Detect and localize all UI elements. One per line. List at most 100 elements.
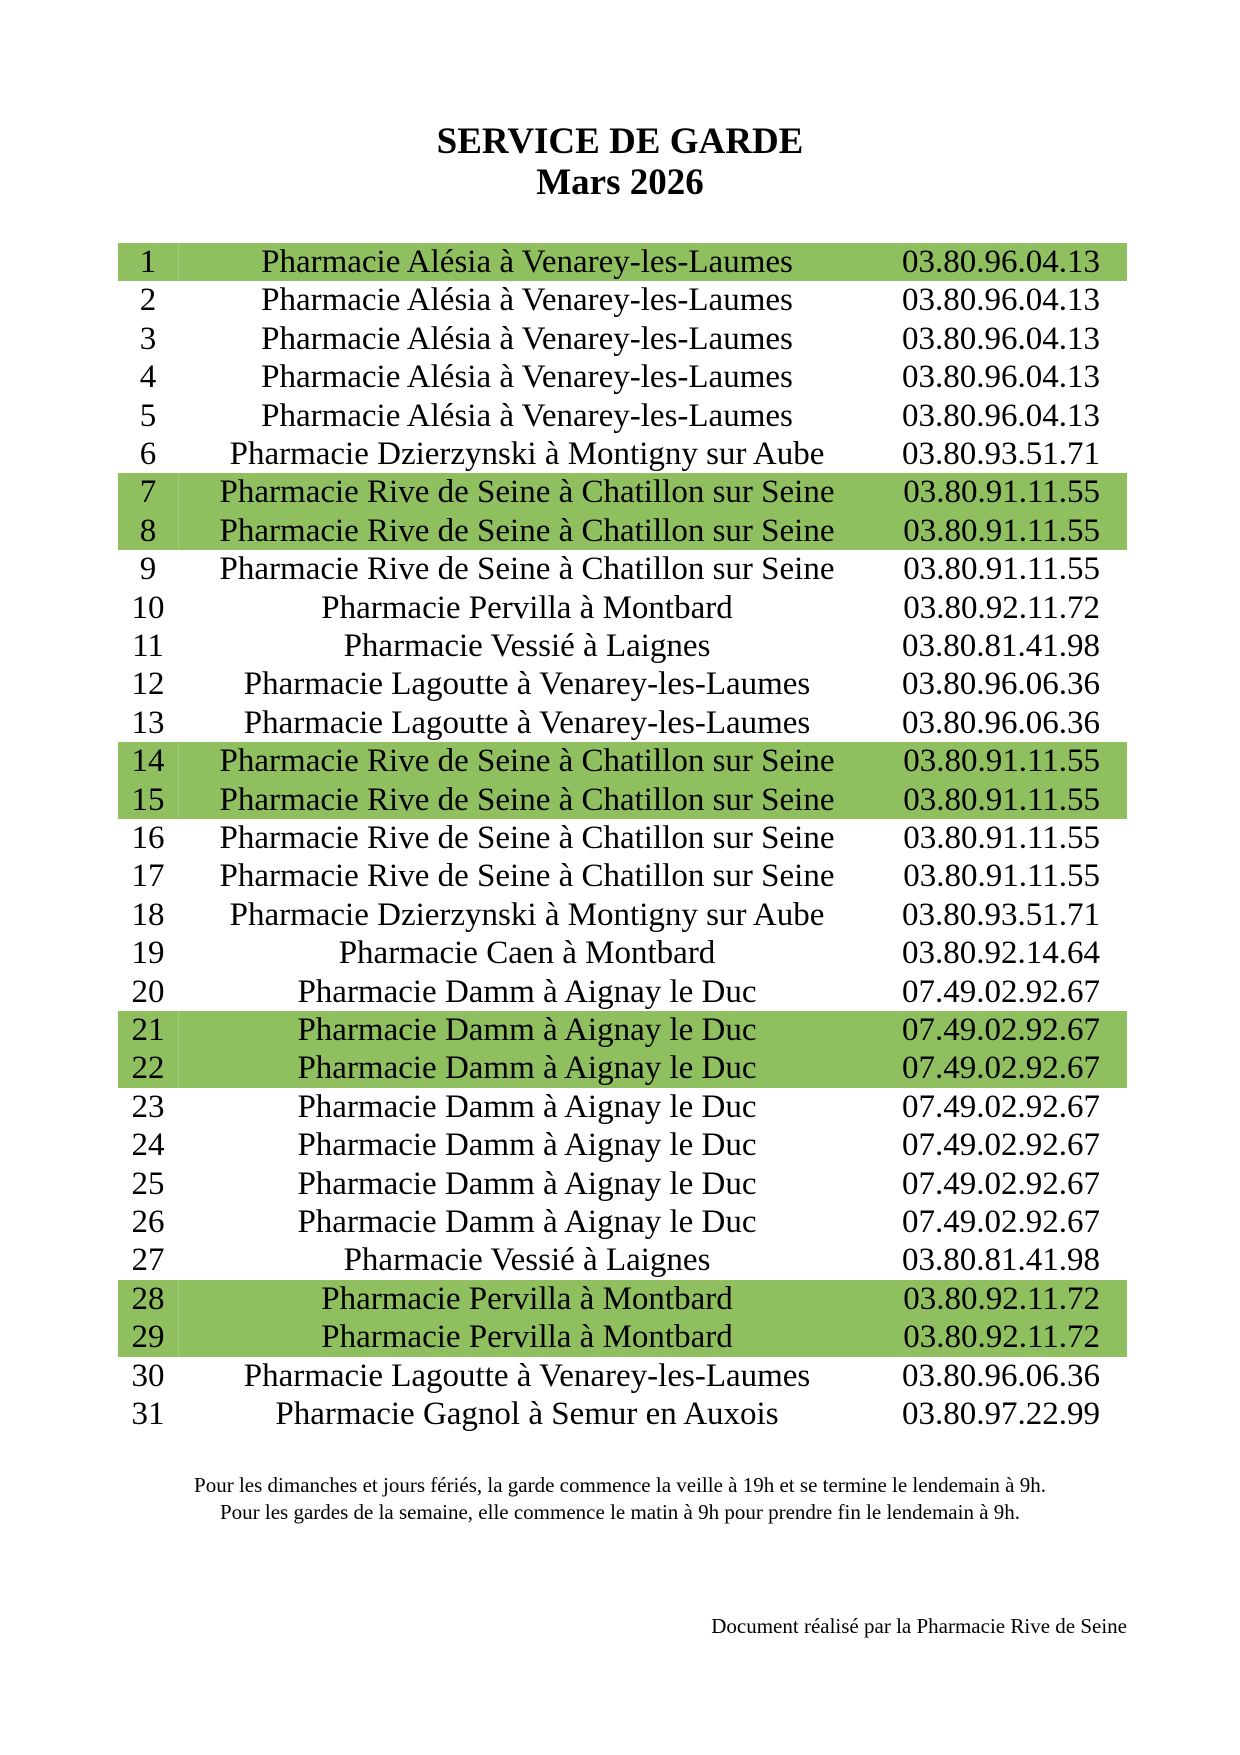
table-row: 1 Pharmacie Alésia à Venarey-les-Laumes 03… <box>118 243 1127 282</box>
day-cell: 10 <box>131 589 165 626</box>
phone-cell: 03.80.91.11.55 <box>903 551 1100 588</box>
phone-cell: 03.80.91.11.55 <box>903 820 1100 856</box>
pharmacy-cell: Pharmacie Lagoutte à Venarey-les-Laumes <box>243 1357 811 1394</box>
phone-cell: 03.80.97.22.99 <box>902 1396 1100 1432</box>
table-row: 19 Pharmacie Caen à Montbard 03.80.92.14.6… <box>118 934 1127 972</box>
pharmacy-cell: Pharmacie Alésia à Venarey-les-Laumes <box>261 244 793 280</box>
day-cell: 7 <box>118 473 179 512</box>
table-row: 22 Pharmacie Damm à Aignay le Duc 07.49.02… <box>118 1049 1127 1088</box>
pharmacy-cell: Pharmacie Alésia à Venarey-les-Laumes <box>261 359 793 396</box>
phone-cell: 03.80.96.06.36 <box>902 666 1100 703</box>
table-row: 29 Pharmacie Pervilla à Montbard 03.80.92.… <box>118 1318 1127 1357</box>
pharmacy-cell: Pharmacie Lagoutte à Venarey-les-Laumes <box>243 704 811 741</box>
phone-cell: 03.80.92.11.72 <box>903 1319 1100 1356</box>
day-cell: 4 <box>139 359 157 396</box>
pharmacy-cell: Pharmacie Rive de Seine à Chatillon sur … <box>219 743 835 780</box>
phone-cell: 07.49.02.92.67 <box>902 1088 1100 1125</box>
day-cell: 29 <box>118 1318 179 1357</box>
pharmacy-cell: Pharmacie Rive de Seine à Chatillon sur … <box>219 551 835 588</box>
pharmacy-cell: Pharmacie Rive de Seine à Chatillon sur … <box>219 858 835 895</box>
table-row: 10 Pharmacie Pervilla à Montbard 03.80.92.… <box>118 589 1127 627</box>
phone-cell: 07.49.02.92.67 <box>902 1012 1100 1048</box>
phone-cell: 07.49.02.92.67 <box>902 973 1100 1010</box>
day-cell: 9 <box>139 551 157 588</box>
phone-cell: 03.80.93.51.71 <box>902 436 1100 472</box>
day-cell: 16 <box>131 820 165 856</box>
pharmacy-cell: Pharmacie Lagoutte à Venarey-les-Laumes <box>243 666 811 703</box>
table-row: 21 Pharmacie Damm à Aignay le Duc 07.49.02… <box>118 1011 1127 1050</box>
table-row: 3 Pharmacie Alésia à Venarey-les-Laumes 03… <box>118 320 1127 358</box>
day-cell: 22 <box>118 1049 179 1088</box>
day-cell: 20 <box>131 973 165 1010</box>
phone-cell: 03.80.92.11.72 <box>903 1280 1100 1317</box>
table-row: 17 Pharmacie Rive de Seine à Chatillon su… <box>118 857 1127 895</box>
phone-cell: 03.80.92.11.72 <box>903 589 1100 626</box>
phone-cell: 07.49.02.92.67 <box>902 1127 1100 1164</box>
day-cell: 11 <box>132 628 164 664</box>
pharmacy-cell: Pharmacie Dzierzynski à Montigny sur Aub… <box>229 436 825 472</box>
day-cell: 3 <box>139 320 157 357</box>
table-row: 31 Pharmacie Gagnol à Semur en Auxois 03.8… <box>118 1395 1127 1433</box>
phone-cell: 03.80.91.11.55 <box>903 474 1100 511</box>
phone-cell: 07.49.02.92.67 <box>902 1165 1100 1202</box>
table-row: 2 Pharmacie Alésia à Venarey-les-Laumes 03… <box>118 281 1127 319</box>
day-cell: 27 <box>131 1242 165 1279</box>
table-row: 4 Pharmacie Alésia à Venarey-les-Laumes 03… <box>118 358 1127 396</box>
day-cell: 15 <box>118 780 179 819</box>
page-title: SERVICE DE GARDE <box>436 121 804 162</box>
table-row: 26 Pharmacie Damm à Aignay le Duc 07.49.02… <box>118 1203 1127 1241</box>
table-row: 16 Pharmacie Rive de Seine à Chatillon su… <box>118 819 1127 857</box>
pharmacy-cell: Pharmacie Alésia à Venarey-les-Laumes <box>261 282 793 319</box>
table-row: 6 Pharmacie Dzierzynski à Montigny sur Au… <box>118 435 1127 473</box>
day-cell: 28 <box>118 1279 179 1319</box>
day-cell: 5 <box>139 397 157 434</box>
table-row: 25 Pharmacie Damm à Aignay le Duc 07.49.02… <box>118 1165 1127 1203</box>
table-row: 5 Pharmacie Alésia à Venarey-les-Laumes 03… <box>118 397 1127 435</box>
phone-cell: 03.80.96.06.36 <box>902 1357 1100 1394</box>
phone-cell: 03.80.92.14.64 <box>902 935 1100 972</box>
phone-cell: 07.49.02.92.67 <box>902 1050 1100 1087</box>
day-cell: 8 <box>118 511 179 551</box>
phone-cell: 03.80.96.04.13 <box>902 359 1100 396</box>
table-row: 15 Pharmacie Rive de Seine à Chatillon su… <box>118 780 1127 819</box>
pharmacy-cell: Pharmacie Gagnol à Semur en Auxois <box>275 1396 779 1432</box>
pharmacy-cell: Pharmacie Vessié à Laignes <box>343 628 711 664</box>
pharmacy-cell: Pharmacie Damm à Aignay le Duc <box>297 1127 757 1164</box>
day-cell: 12 <box>131 666 165 703</box>
day-cell: 24 <box>131 1127 165 1164</box>
table-row: 30 Pharmacie Lagoutte à Venarey-les-Laume… <box>118 1357 1127 1395</box>
pharmacy-cell: Pharmacie Pervilla à Montbard <box>321 589 733 626</box>
note-weekday: Pour les gardes de la semaine, elle comm… <box>219 1500 1021 1524</box>
table-row: 24 Pharmacie Damm à Aignay le Duc 07.49.02… <box>118 1126 1127 1164</box>
table-row: 8 Pharmacie Rive de Seine à Chatillon sur… <box>118 511 1127 551</box>
phone-cell: 03.80.93.51.71 <box>902 896 1100 933</box>
pharmacy-cell: Pharmacie Rive de Seine à Chatillon sur … <box>219 781 835 818</box>
page-subtitle: Mars 2026 <box>536 162 704 203</box>
pharmacy-cell: Pharmacie Rive de Seine à Chatillon sur … <box>219 512 835 549</box>
pharmacy-cell: Pharmacie Damm à Aignay le Duc <box>297 1204 757 1240</box>
day-cell: 31 <box>131 1396 165 1432</box>
phone-cell: 03.80.96.04.13 <box>902 244 1100 280</box>
pharmacy-cell: Pharmacie Rive de Seine à Chatillon sur … <box>219 820 835 856</box>
table-row: 13 Pharmacie Lagoutte à Venarey-les-Laume… <box>118 704 1127 742</box>
day-cell: 21 <box>118 1011 179 1050</box>
day-cell: 13 <box>131 704 165 741</box>
table-row: 11 Pharmacie Vessié à Laignes 03.80.81.41.… <box>118 627 1127 665</box>
phone-cell: 07.49.02.92.67 <box>902 1204 1100 1240</box>
pharmacy-cell: Pharmacie Damm à Aignay le Duc <box>297 1088 757 1125</box>
pharmacy-cell: Pharmacie Vessié à Laignes <box>343 1242 711 1279</box>
document-credit: Document réalisé par la Pharmacie Rive d… <box>711 1614 1127 1638</box>
phone-cell: 03.80.91.11.55 <box>903 512 1100 549</box>
day-cell: 2 <box>139 282 157 319</box>
table-row: 28 Pharmacie Pervilla à Montbard 03.80.92.… <box>118 1279 1127 1319</box>
day-cell: 1 <box>118 243 179 282</box>
day-cell: 23 <box>131 1088 165 1125</box>
day-cell: 14 <box>118 742 179 781</box>
table-row: 20 Pharmacie Damm à Aignay le Duc 07.49.02… <box>118 973 1127 1011</box>
phone-cell: 03.80.96.06.36 <box>902 704 1100 741</box>
pharmacy-cell: Pharmacie Dzierzynski à Montigny sur Aub… <box>229 896 825 933</box>
table-row: 18 Pharmacie Dzierzynski à Montigny sur A… <box>118 896 1127 934</box>
pharmacy-cell: Pharmacie Caen à Montbard <box>338 935 716 972</box>
phone-cell: 03.80.96.04.13 <box>902 282 1100 319</box>
table-row: 27 Pharmacie Vessié à Laignes 03.80.81.41.… <box>118 1241 1127 1279</box>
